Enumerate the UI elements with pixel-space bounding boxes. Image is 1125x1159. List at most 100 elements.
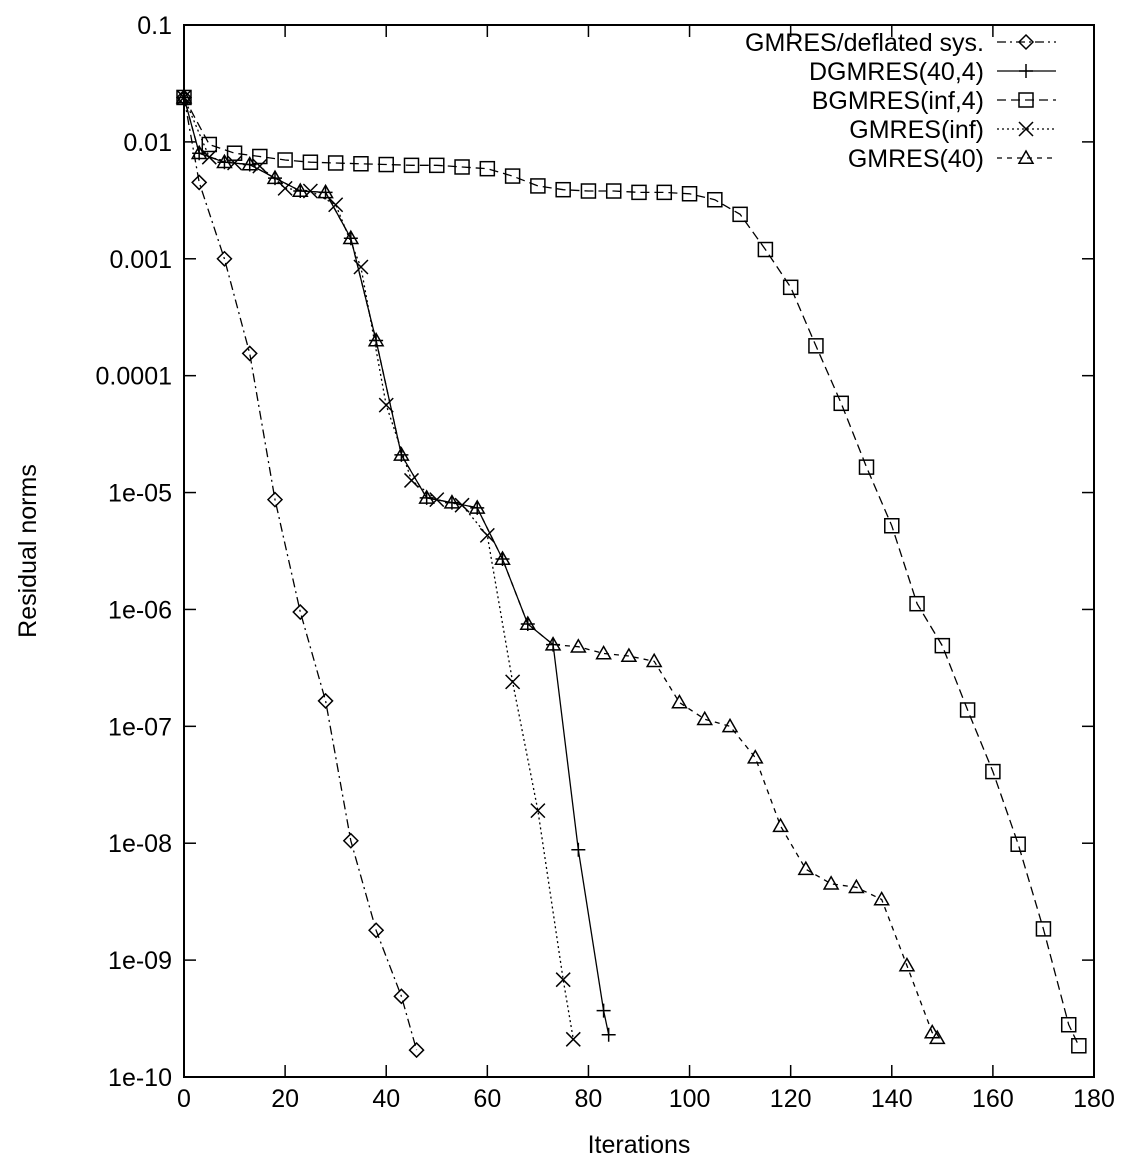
data-point xyxy=(393,988,410,1005)
y-tick-label: 0.001 xyxy=(109,246,172,274)
y-tick-label: 0.01 xyxy=(123,129,172,157)
data-point xyxy=(443,494,461,509)
y-tick-label: 0.1 xyxy=(137,12,172,40)
data-point xyxy=(367,331,385,347)
x-tick-label: 140 xyxy=(871,1085,913,1113)
data-point xyxy=(631,184,647,201)
data-point xyxy=(923,1024,941,1039)
data-point xyxy=(620,647,638,662)
data-point xyxy=(530,178,546,194)
legend-label: BGMRES(inf,4) xyxy=(812,87,984,115)
data-point xyxy=(565,1031,581,1047)
series-5 xyxy=(175,88,946,1045)
data-point xyxy=(429,157,445,174)
data-point xyxy=(1060,1016,1077,1033)
data-point xyxy=(403,472,420,488)
series-line xyxy=(183,97,938,1039)
data-point xyxy=(378,156,394,173)
data-point xyxy=(696,710,714,726)
legend-label: GMRES/deflated sys. xyxy=(745,29,984,57)
data-point xyxy=(368,922,385,939)
data-point xyxy=(909,595,925,612)
data-point xyxy=(605,183,622,199)
x-tick-label: 120 xyxy=(770,1085,812,1113)
data-point xyxy=(216,153,233,169)
data-point xyxy=(393,446,410,461)
data-point xyxy=(175,88,193,104)
data-point xyxy=(959,702,976,718)
series-1 xyxy=(175,89,425,1059)
data-point xyxy=(555,181,571,198)
data-point xyxy=(226,145,243,161)
data-point xyxy=(479,527,495,543)
legend-marker xyxy=(1017,149,1035,164)
legend-label: GMRES(inf) xyxy=(849,116,984,144)
data-point xyxy=(782,279,799,296)
data-point xyxy=(494,550,511,566)
data-point xyxy=(317,692,334,709)
data-point xyxy=(848,878,865,894)
data-point xyxy=(252,148,268,165)
data-point xyxy=(191,174,208,191)
data-point xyxy=(645,652,663,668)
data-point xyxy=(201,136,218,153)
data-point xyxy=(833,395,849,412)
axis-ticks: 0 20 40 60 80 100 120 140 160 180 1e-10 1e-09 1e-08 1… xyxy=(96,12,1115,1113)
x-tick-label: 0 xyxy=(177,1085,191,1113)
data-point xyxy=(504,168,521,184)
legend-label: GMRES(40) xyxy=(848,145,984,173)
series-line xyxy=(183,97,1080,1047)
data-point xyxy=(190,144,208,160)
data-point xyxy=(707,191,723,208)
series-line xyxy=(183,97,574,1040)
data-point xyxy=(342,229,360,245)
legend-marker xyxy=(1018,121,1034,137)
data-point xyxy=(732,206,748,223)
x-tick-label: 40 xyxy=(372,1085,400,1113)
data-point xyxy=(408,1041,425,1059)
series-line xyxy=(183,97,418,1051)
series-4 xyxy=(176,89,581,1047)
series-line xyxy=(183,97,610,1035)
data-point xyxy=(277,152,293,168)
data-point xyxy=(1010,836,1026,852)
data-point xyxy=(928,1029,946,1045)
data-point xyxy=(241,345,258,362)
y-axis-title: Residual norms xyxy=(14,464,42,638)
data-point xyxy=(571,842,586,857)
data-point xyxy=(580,183,597,199)
data-point xyxy=(252,158,268,174)
x-tick-label: 20 xyxy=(271,1085,299,1113)
y-tick-label: 1e-10 xyxy=(108,1064,172,1092)
data-point xyxy=(721,717,739,733)
data-point xyxy=(757,241,774,258)
data-point xyxy=(555,972,571,988)
data-point xyxy=(985,763,1001,780)
x-tick-label: 60 xyxy=(473,1085,501,1113)
data-point xyxy=(454,159,470,175)
data-point xyxy=(468,499,486,514)
data-point xyxy=(317,183,334,199)
data-point xyxy=(822,875,840,890)
y-tick-label: 0.0001 xyxy=(96,363,172,391)
data-point xyxy=(934,637,951,654)
data-point xyxy=(302,154,319,170)
data-point xyxy=(898,956,916,972)
series-3 xyxy=(176,89,1087,1054)
legend: GMRES/deflated sys.DGMRES(40,4)BGMRES(in… xyxy=(745,29,1056,173)
data-point xyxy=(797,860,815,876)
data-point xyxy=(681,186,698,202)
x-tick-label: 100 xyxy=(669,1085,711,1113)
data-point xyxy=(403,157,420,174)
data-point xyxy=(266,169,284,185)
data-point xyxy=(292,603,309,621)
legend-marker xyxy=(1017,33,1035,51)
data-point xyxy=(353,156,369,172)
data-point xyxy=(570,638,587,653)
data-point xyxy=(596,1003,611,1018)
data-point xyxy=(291,182,309,198)
data-point xyxy=(505,674,521,690)
data-point xyxy=(1035,921,1052,937)
y-tick-label: 1e-06 xyxy=(108,596,172,624)
legend-label: DGMRES(40,4) xyxy=(809,58,984,86)
